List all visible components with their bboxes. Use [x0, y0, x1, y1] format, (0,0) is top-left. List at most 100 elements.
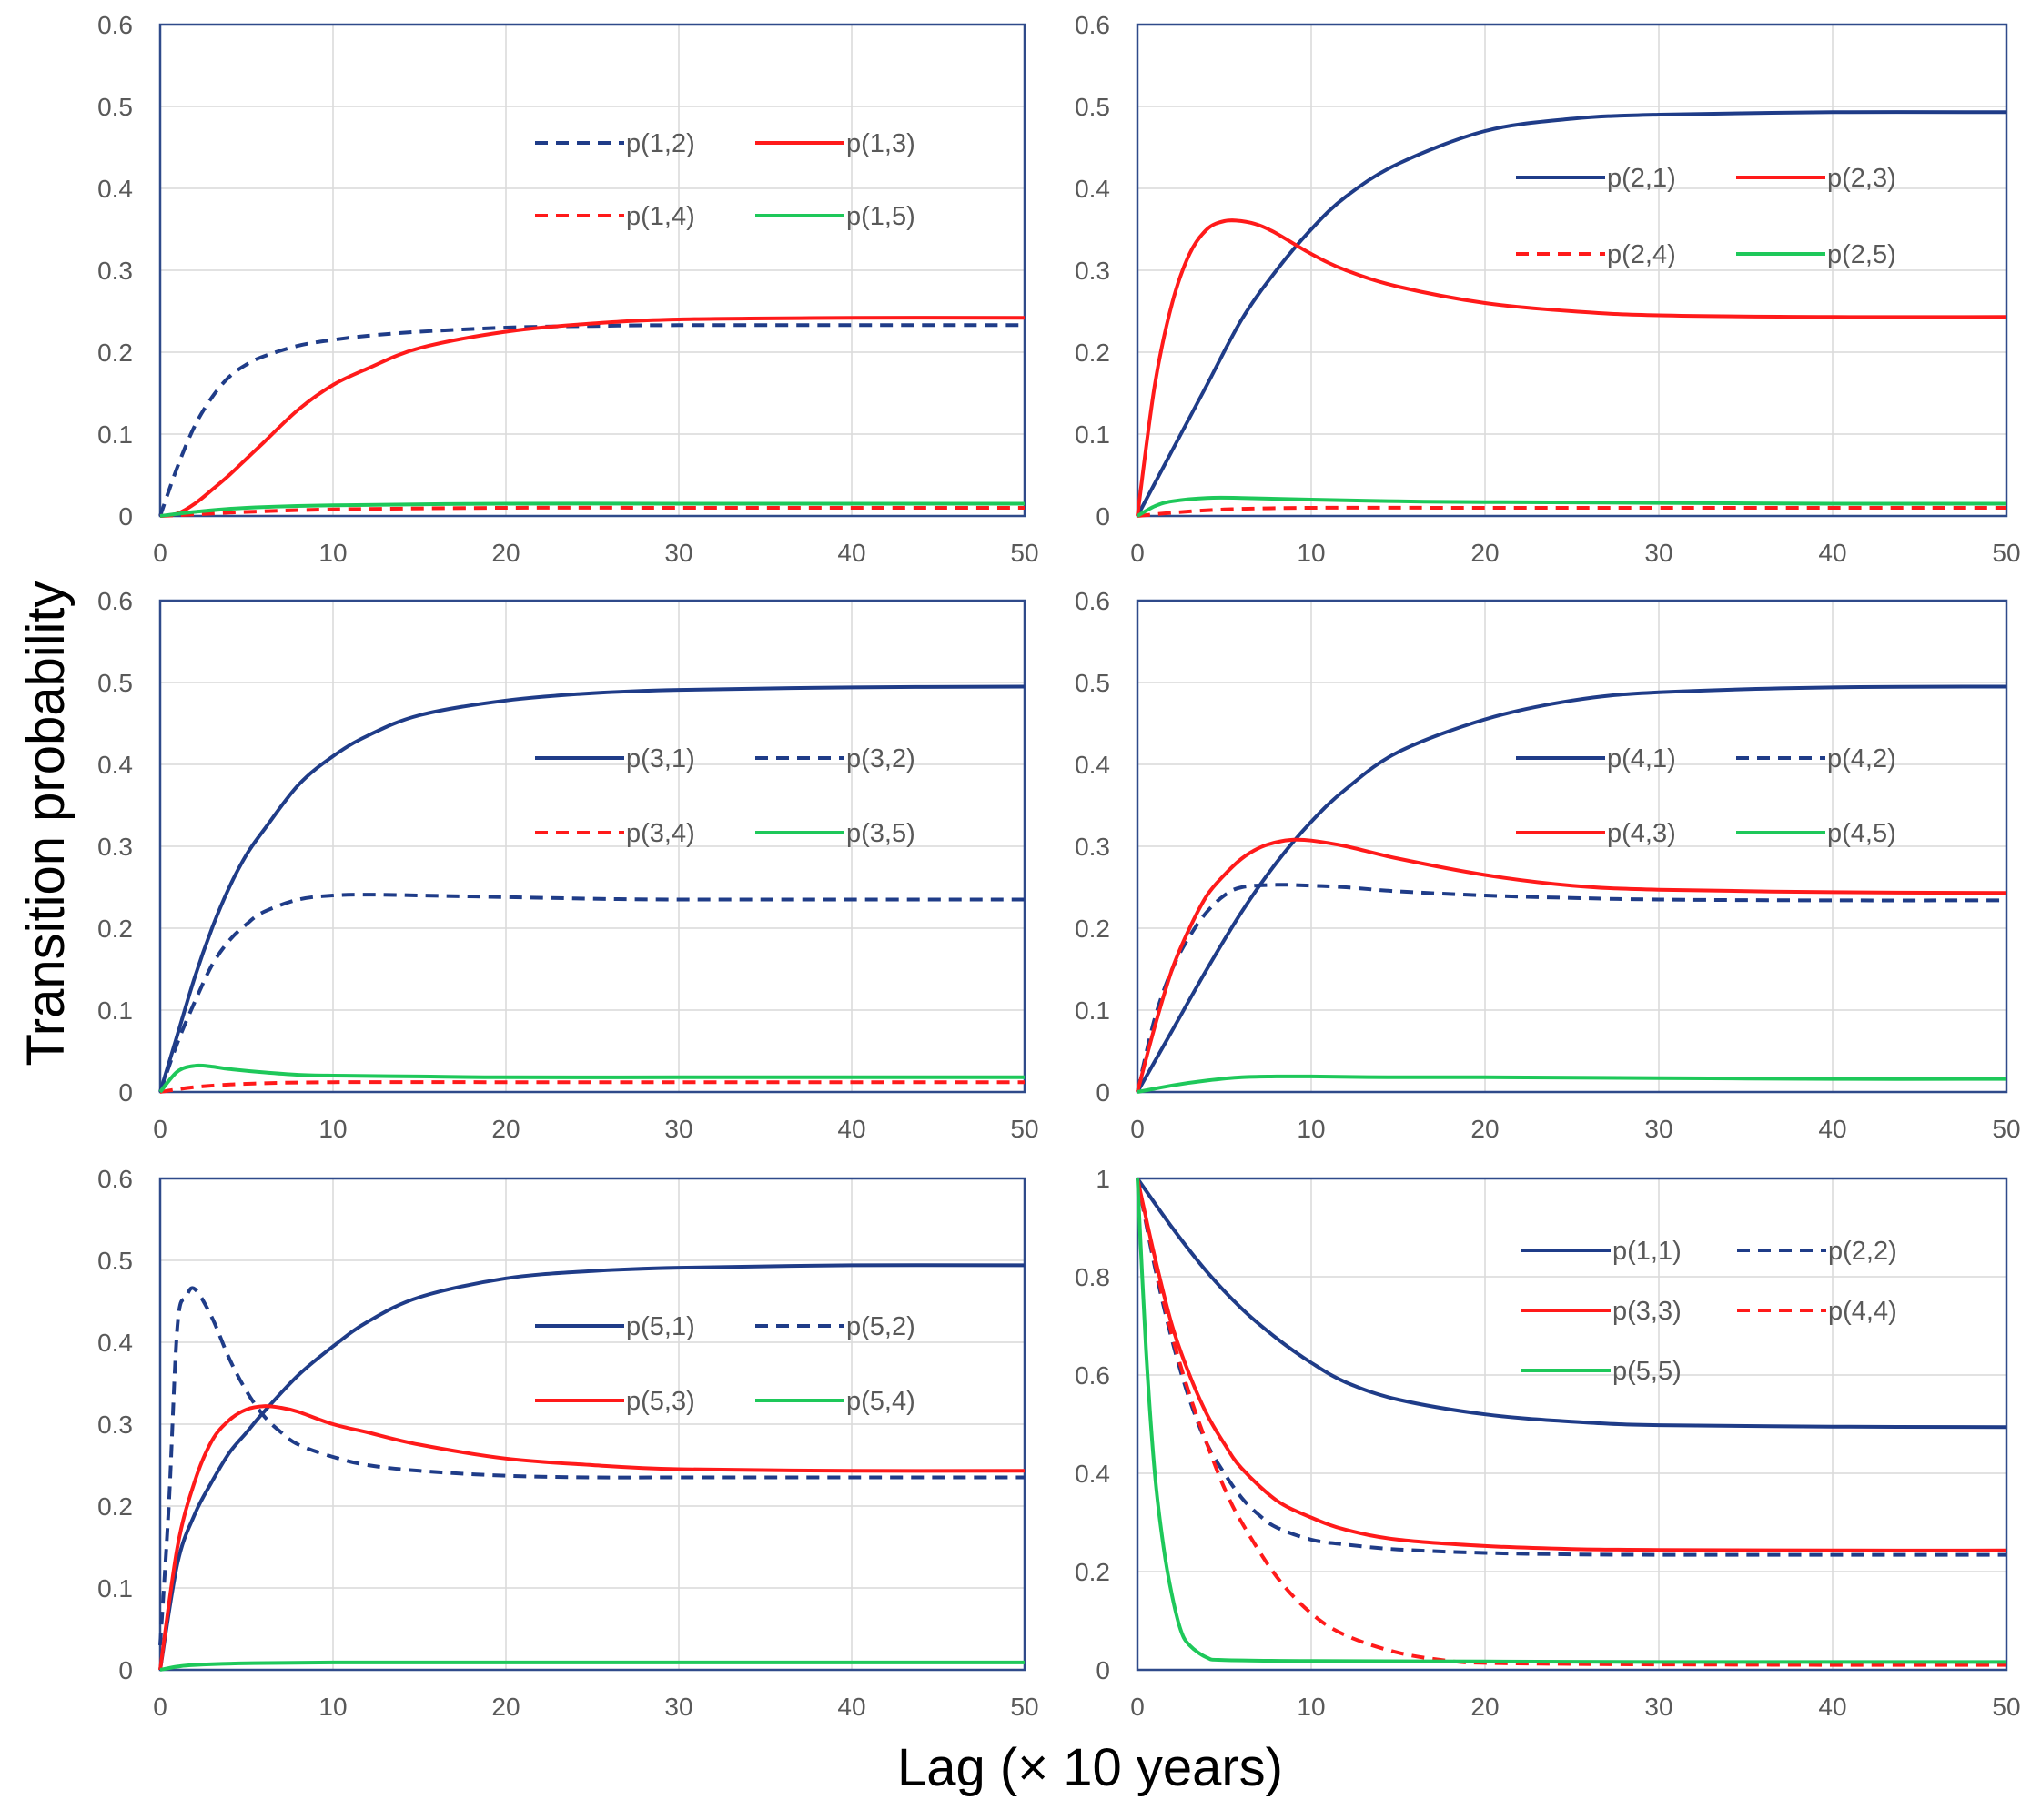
y-tick-label: 0.5 — [97, 669, 133, 697]
x-tick-label: 40 — [1818, 539, 1846, 567]
legend-label: p(5,4) — [846, 1387, 915, 1416]
y-tick-label: 0.2 — [1075, 1558, 1110, 1586]
x-tick-label: 20 — [491, 1693, 520, 1721]
y-tick-label: 0.5 — [1075, 93, 1110, 121]
x-tick-label: 30 — [1644, 539, 1672, 567]
x-tick-label: 30 — [1644, 1115, 1672, 1143]
x-tick-label: 20 — [491, 539, 520, 567]
legend-label: p(1,1) — [1612, 1237, 1682, 1266]
legend-label: p(2,1) — [1607, 164, 1676, 193]
y-tick-label: 0.2 — [97, 915, 133, 943]
x-tick-label: 20 — [491, 1115, 520, 1143]
x-tick-label: 20 — [1470, 539, 1499, 567]
series-line-5-5 — [1136, 1178, 2006, 1664]
x-tick-label: 10 — [1297, 539, 1325, 567]
y-tick-label: 0.4 — [1075, 1460, 1110, 1488]
x-tick-label: 10 — [318, 1115, 347, 1143]
x-tick-label: 30 — [664, 1693, 692, 1721]
series-line-5-3 — [158, 1404, 1026, 1671]
y-tick-label: 0.1 — [1075, 996, 1110, 1025]
series-line-2-4 — [1137, 505, 2006, 518]
x-tick-label: 10 — [1297, 1693, 1325, 1721]
y-tick-label: 0.2 — [97, 1492, 133, 1521]
series-line-1-4 — [159, 505, 1025, 518]
x-tick-label: 0 — [153, 539, 167, 567]
x-axis-title: Lag (× 10 years) — [897, 1738, 1283, 1797]
legend-label: p(5,3) — [626, 1387, 695, 1416]
series-line-2-3 — [1136, 218, 2007, 517]
series-line-1-1 — [1136, 1177, 2007, 1430]
y-tick-label: 0.6 — [1075, 11, 1110, 39]
series-line-4-1 — [1136, 684, 2007, 1093]
y-tick-label: 0 — [1096, 502, 1110, 531]
y-tick-label: 0.6 — [97, 11, 133, 39]
y-tick-label: 0.1 — [97, 996, 133, 1025]
x-tick-label: 0 — [153, 1115, 167, 1143]
x-tick-label: 30 — [664, 539, 692, 567]
series-line-1-5 — [159, 501, 1026, 518]
x-tick-label: 30 — [664, 1115, 692, 1143]
legend-label: p(3,4) — [626, 819, 695, 848]
panel-bottom-left: 0 10 20 30 40 50 0 0.1 0.2 0.3 0.4 0.5 0.6 p(5,1) p(5,… — [97, 1165, 1039, 1721]
plot-frame — [1136, 599, 2008, 1094]
y-tick-label: 0 — [1096, 1078, 1110, 1107]
legend-label: p(1,4) — [626, 202, 695, 231]
y-tick-label: 0.5 — [1075, 669, 1110, 697]
x-tick-label: 20 — [1470, 1115, 1499, 1143]
legend-label: p(5,5) — [1612, 1357, 1682, 1386]
y-tick-label: 0.3 — [97, 257, 133, 285]
x-tick-label: 20 — [1470, 1693, 1499, 1721]
x-tick-label: 50 — [1010, 1693, 1038, 1721]
x-tick-label: 40 — [837, 539, 865, 567]
x-tick-label: 50 — [1010, 1115, 1038, 1143]
series-line-3-5 — [158, 1063, 1025, 1094]
y-tick-label: 0.3 — [97, 833, 133, 861]
y-tick-label: 0.4 — [97, 751, 133, 779]
y-tick-label: 0.6 — [97, 1165, 133, 1193]
series-line-2-5 — [1136, 495, 2007, 518]
series-line-5-4 — [159, 1660, 1025, 1672]
y-tick-label: 0.2 — [97, 339, 133, 367]
legend-label: p(2,4) — [1607, 240, 1676, 269]
plot-frame — [158, 599, 1026, 1094]
legend-label: p(1,2) — [626, 129, 695, 158]
legend-label: p(5,1) — [626, 1312, 695, 1341]
y-tick-label: 0.4 — [97, 1329, 133, 1357]
series-line-2-1 — [1136, 110, 2007, 517]
series-line-3-4 — [159, 1080, 1025, 1094]
y-tick-label: 0.5 — [97, 1247, 133, 1275]
legend-label: p(4,5) — [1827, 819, 1896, 848]
legend-label: p(1,3) — [846, 129, 915, 158]
legend-label: p(3,5) — [846, 819, 915, 848]
y-tick-label: 0.4 — [1075, 751, 1110, 779]
y-tick-label: 1 — [1096, 1165, 1110, 1193]
series-line-4-3 — [1136, 837, 2007, 1093]
y-axis-title: Transition probability — [16, 581, 76, 1067]
y-tick-label: 0.6 — [1075, 1361, 1110, 1390]
x-tick-label: 40 — [1818, 1693, 1846, 1721]
y-tick-label: 0.4 — [97, 175, 133, 203]
legend-label: p(2,2) — [1828, 1237, 1897, 1266]
y-tick-label: 0.5 — [97, 93, 133, 121]
y-tick-label: 0.2 — [1075, 915, 1110, 943]
y-tick-label: 0.1 — [1075, 420, 1110, 449]
panel-middle-left: 0 10 20 30 40 50 0 0.1 0.2 0.3 0.4 0.5 0.6 p(3,1) p(3,… — [97, 587, 1039, 1143]
legend-label: p(2,3) — [1827, 164, 1896, 193]
x-tick-label: 0 — [1130, 539, 1145, 567]
y-tick-label: 0.8 — [1075, 1263, 1110, 1291]
plot-frame — [158, 1177, 1026, 1672]
x-tick-label: 30 — [1644, 1693, 1672, 1721]
series-line-2-2 — [1136, 1178, 2006, 1557]
legend-label: p(4,2) — [1827, 744, 1896, 774]
legend-label: p(3,3) — [1612, 1297, 1682, 1326]
x-tick-label: 10 — [1297, 1115, 1325, 1143]
plot-frame — [158, 23, 1026, 518]
panel-bottom-right: 0 10 20 30 40 50 0 0.2 0.4 0.6 0.8 1 p(1,1) p(2,2) p(3… — [1075, 1165, 2021, 1721]
y-tick-label: 0 — [118, 1656, 133, 1684]
x-tick-label: 50 — [1992, 1115, 2020, 1143]
x-tick-label: 10 — [318, 1693, 347, 1721]
y-tick-label: 0.1 — [97, 1574, 133, 1603]
y-tick-label: 0.3 — [97, 1410, 133, 1439]
